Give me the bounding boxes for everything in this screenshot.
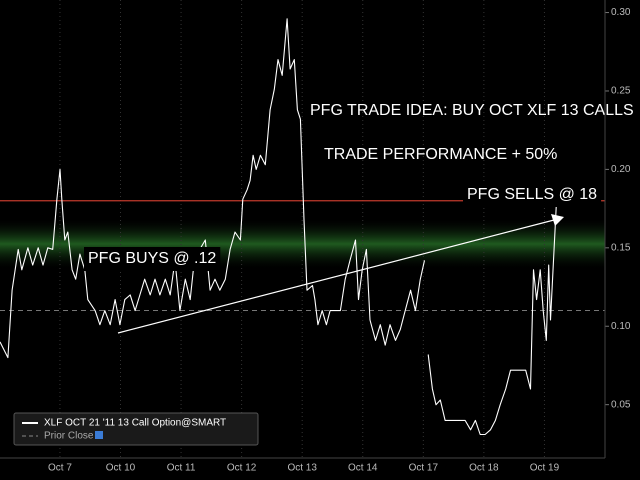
x-tick-label: Oct 7 <box>48 463 72 474</box>
price-line <box>0 18 558 436</box>
x-tick-label: Oct 10 <box>106 463 136 474</box>
annotation: PFG TRADE IDEA: BUY OCT XLF 13 CALLS <box>310 102 634 119</box>
y-tick-label: 0.20 <box>611 164 631 175</box>
x-tick-label: Oct 11 <box>167 463 196 474</box>
y-tick-label: 0.25 <box>611 86 631 97</box>
x-tick-label: Oct 12 <box>227 463 257 474</box>
x-tick-label: Oct 18 <box>469 463 499 474</box>
legend-label: Prior Close <box>44 431 94 442</box>
annotation: PFG SELLS @ 18 <box>467 186 597 203</box>
legend-checkbox[interactable] <box>95 431 103 439</box>
front-layer: Oct 7 Oct 10 Oct 11 Oct 12 Oct 13 Oct 14 Oct 1… <box>48 7 634 473</box>
x-tick-label: Oct 19 <box>530 463 560 474</box>
x-tick-label: Oct 14 <box>348 463 378 474</box>
legend-label: XLF OCT 21 '11 13 Call Option@SMART <box>44 418 226 429</box>
arrow-head <box>551 214 564 226</box>
trend-arrow <box>117 219 555 334</box>
x-tick-label: Oct 13 <box>287 463 317 474</box>
y-tick-label: 0.30 <box>611 7 631 18</box>
legend-box <box>13 412 259 446</box>
annotation-bg <box>463 183 602 207</box>
annotation: PFG BUYS @ .12 <box>88 250 216 267</box>
y-tick-label: 0.15 <box>611 242 631 253</box>
y-tick-label: 0.05 <box>611 399 631 410</box>
y-tick-label: 0.10 <box>611 321 631 332</box>
x-tick-label: Oct 17 <box>409 463 439 474</box>
annotation-bg <box>84 247 221 271</box>
annotation: TRADE PERFORMANCE + 50% <box>324 146 557 163</box>
